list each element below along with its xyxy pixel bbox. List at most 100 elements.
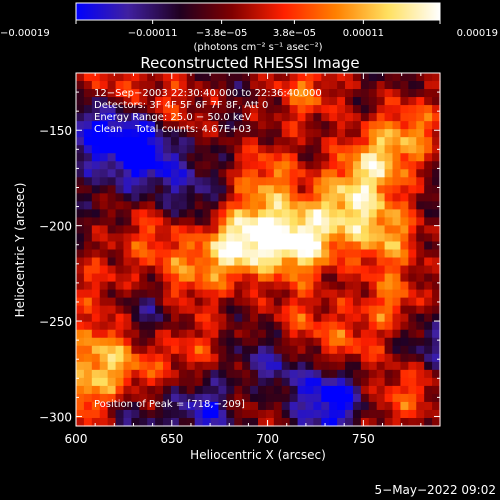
heatmap-cell (83, 249, 93, 259)
heatmap-cell (147, 401, 156, 411)
heatmap-cell (210, 233, 220, 243)
heatmap-cell (360, 209, 370, 219)
heatmap-cell (83, 417, 93, 427)
heatmap-cell (258, 401, 267, 411)
heatmap-cell (202, 257, 212, 267)
heatmap-cell (250, 281, 259, 291)
heatmap-cell (297, 337, 307, 347)
heatmap-cell (289, 81, 299, 90)
heatmap-cell (76, 73, 85, 82)
heatmap-cell (147, 409, 156, 419)
heatmap-cell (226, 417, 235, 427)
heatmap-cell (210, 89, 220, 98)
heatmap-cell (147, 121, 156, 130)
heatmap-cell (368, 241, 378, 251)
heatmap-cell (242, 321, 251, 331)
heatmap-cell (337, 129, 346, 138)
heatmap-cell (226, 289, 235, 299)
heatmap-cell (107, 409, 117, 419)
heatmap-cell (352, 161, 362, 170)
heatmap-cell (91, 361, 101, 371)
heatmap-cell (408, 345, 417, 355)
heatmap-cell (345, 305, 354, 315)
heatmap-cell (242, 377, 251, 387)
heatmap-cell (281, 137, 291, 146)
heatmap-cell (186, 121, 196, 130)
heatmap-cell (250, 169, 259, 178)
heatmap-cell (392, 377, 402, 387)
heatmap-cell (376, 417, 386, 427)
heatmap-cell (337, 169, 346, 178)
heatmap-cell (360, 297, 370, 307)
heatmap-cell (107, 329, 117, 339)
heatmap-cell (76, 305, 85, 315)
heatmap-cell (234, 265, 243, 275)
heatmap-cell (218, 385, 227, 395)
heatmap-cell (91, 313, 101, 323)
heatmap-cell (368, 209, 378, 219)
heatmap-cell (305, 401, 314, 411)
heatmap-cell (321, 145, 330, 154)
heatmap-cell (297, 353, 307, 363)
heatmap-cell (147, 241, 156, 251)
heatmap-cell (360, 361, 370, 371)
heatmap-cell (155, 265, 164, 275)
heatmap-cell (250, 257, 259, 267)
heatmap-cell (163, 121, 172, 130)
heatmap-cell (258, 281, 267, 291)
heatmap-cell (210, 409, 220, 419)
heatmap-cell (83, 129, 93, 138)
heatmap-cell (384, 281, 394, 291)
heatmap-cell (123, 137, 132, 146)
heatmap-cell (273, 313, 283, 323)
heatmap-cell (178, 409, 188, 419)
heatmap-cell (210, 265, 220, 275)
heatmap-cell (155, 73, 164, 82)
heatmap-cell (376, 153, 386, 162)
y-tick-label: −200 (39, 220, 72, 234)
heatmap-cell (273, 401, 283, 411)
heatmap-cell (313, 297, 322, 307)
heatmap-cell (281, 369, 291, 379)
heatmap-cell (131, 201, 140, 210)
heatmap-cell (289, 233, 299, 243)
heatmap-cell (83, 193, 93, 202)
heatmap-cell (337, 369, 346, 379)
heatmap-cell (131, 289, 140, 299)
heatmap-cell (178, 193, 188, 202)
heatmap-cell (210, 217, 220, 227)
heatmap-cell (99, 377, 109, 387)
heatmap-cell (210, 321, 220, 331)
heatmap-cell (424, 97, 433, 106)
heatmap-cell (99, 329, 109, 339)
heatmap-cell (432, 281, 441, 291)
heatmap-cell (352, 329, 362, 339)
heatmap-cell (115, 209, 125, 219)
heatmap-cell (178, 129, 188, 138)
heatmap-cell (107, 113, 117, 122)
heatmap-cell (178, 281, 188, 291)
heatmap-cell (376, 73, 386, 82)
heatmap-cell (210, 377, 220, 387)
heatmap-cell (107, 393, 117, 403)
heatmap-cell (234, 257, 243, 267)
heatmap-cell (345, 361, 354, 371)
heatmap-cell (226, 137, 235, 146)
heatmap-cell (297, 217, 307, 227)
heatmap-cell (360, 273, 370, 283)
heatmap-cell (321, 81, 330, 90)
heatmap-cell (131, 73, 140, 82)
heatmap-cell (91, 201, 101, 210)
heatmap-cell (297, 145, 307, 154)
heatmap-cell (123, 401, 132, 411)
heatmap-cell (376, 193, 386, 202)
heatmap-cell (147, 217, 156, 227)
heatmap-cell (139, 233, 148, 243)
heatmap-cell (131, 169, 140, 178)
heatmap-cell (408, 73, 417, 82)
heatmap-cell (289, 121, 299, 130)
heatmap-cell (91, 241, 101, 251)
heatmap-cell (234, 385, 243, 395)
heatmap-cell (392, 73, 402, 82)
heatmap-cell (424, 401, 433, 411)
